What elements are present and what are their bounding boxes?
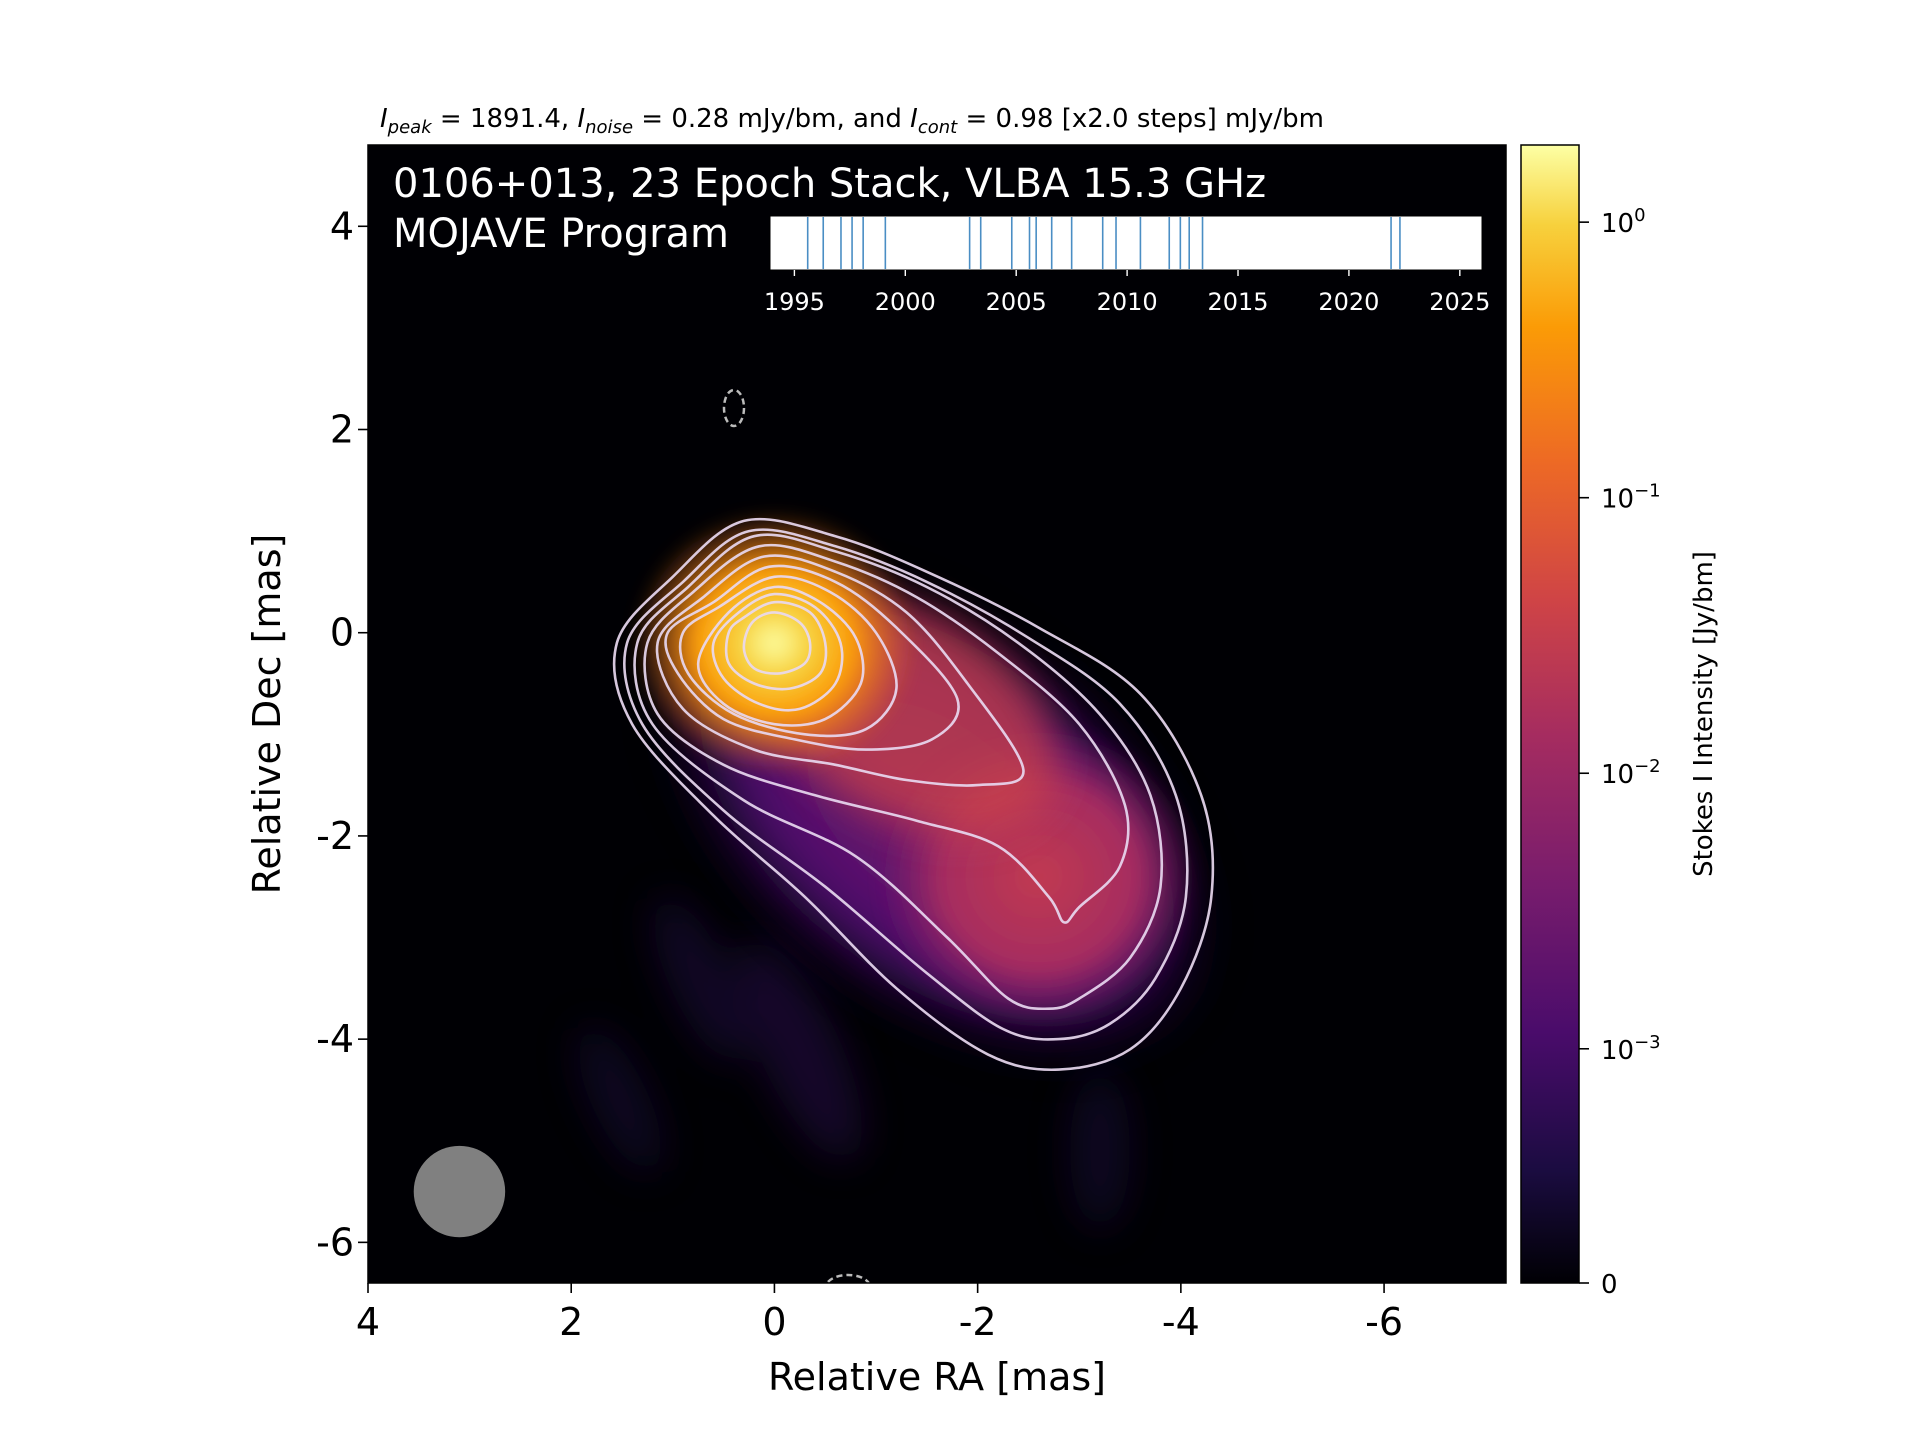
- image-panel: 0106+013, 23 Epoch Stack, VLBA 15.3 GHz …: [367, 144, 1507, 1284]
- contour-level-8: [696, 585, 865, 727]
- x-tick-label: 2: [559, 1300, 583, 1344]
- x-tick-label: -2: [959, 1300, 997, 1344]
- x-tick-label: -4: [1162, 1300, 1200, 1344]
- colorbar-label: Stokes I Intensity [Jy/bm]: [1689, 551, 1719, 877]
- epoch-timeline-inset: 1995 2000 2005 2010 2015 2020 2025: [764, 215, 1490, 316]
- x-axis: 4 2 0 -2 -4 -6: [356, 1283, 1403, 1344]
- inset-tick-label: 2015: [1207, 288, 1268, 316]
- colorbar: 100 10−1 10−2 10−3 0 Stokes I Intensity [Jy/…: [1520, 144, 1719, 1300]
- inset-tick-label: 2025: [1429, 288, 1490, 316]
- colorbar-tick-label: 0: [1601, 1270, 1618, 1300]
- x-axis-label: Relative RA [mas]: [768, 1355, 1106, 1399]
- contour-level-6: [664, 564, 960, 751]
- overlay-title: 0106+013, 23 Epoch Stack, VLBA 15.3 GHz: [393, 161, 1266, 207]
- y-tick-label: -4: [316, 1017, 354, 1061]
- colorbar-tick-label: 10−3: [1601, 1032, 1661, 1066]
- y-tick-label: 4: [330, 204, 354, 248]
- negative-contour: [722, 388, 746, 428]
- contour-level-4: [643, 543, 1130, 924]
- chart-title: Ipeak = 1891.4, Inoise = 0.28 mJy/bm, an…: [380, 104, 1324, 138]
- inset-tick-label: 2010: [1097, 288, 1158, 316]
- colorbar-tick-label: 10−2: [1601, 756, 1661, 790]
- contour-level-11: [742, 611, 812, 675]
- contour-levels: [612, 517, 1215, 1072]
- y-tick-label: -2: [316, 814, 354, 858]
- colorbar-ticks: 100 10−1 10−2 10−3 0: [1579, 205, 1661, 1300]
- y-axis-label: Relative Dec [mas]: [245, 534, 289, 895]
- epoch-lines: [806, 217, 1401, 269]
- contour-level-7: [678, 575, 898, 738]
- contour-level-1: [612, 517, 1215, 1072]
- x-tick-label: 0: [762, 1300, 786, 1344]
- beam-ellipse: [413, 1145, 506, 1238]
- x-tick-label: -6: [1365, 1300, 1403, 1344]
- y-tick-label: 2: [330, 408, 354, 452]
- colorbar-tick-label: 10−1: [1601, 481, 1661, 515]
- noise-features: [577, 897, 1130, 1230]
- negative-contour: [825, 1273, 871, 1283]
- contour-level-3: [633, 533, 1164, 1011]
- y-axis: 4 2 0 -2 -4 -6: [316, 204, 368, 1264]
- inset-tick-label: 2000: [875, 288, 936, 316]
- inset-axis: 1995 2000 2005 2010 2015 2020 2025: [764, 270, 1490, 316]
- contour-level-5: [655, 554, 1025, 787]
- y-tick-label: -6: [316, 1220, 354, 1264]
- inset-tick-label: 1995: [764, 288, 825, 316]
- colorbar-tick-label: 100: [1601, 205, 1646, 239]
- inset-tick-label: 2005: [986, 288, 1047, 316]
- image-frame: [367, 144, 1507, 1284]
- overlay-program: MOJAVE Program: [393, 211, 729, 257]
- inset-tick-label: 2020: [1318, 288, 1379, 316]
- inset-frame: [769, 215, 1483, 271]
- contour-level-9: [711, 592, 844, 712]
- y-tick-label: 0: [330, 611, 354, 655]
- x-tick-label: 4: [356, 1300, 380, 1344]
- contour-level-2: [623, 528, 1189, 1041]
- colorbar-gradient: [1520, 144, 1580, 1284]
- contour-level-10: [724, 600, 828, 691]
